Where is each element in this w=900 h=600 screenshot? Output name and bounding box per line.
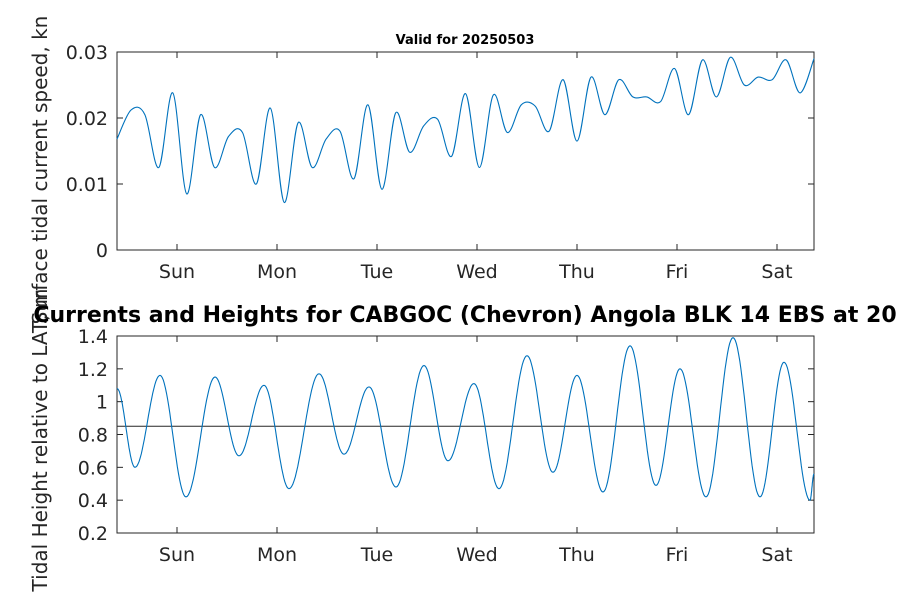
tidal-height-ytick-label: 1.4 [78,326,108,348]
tidal-height-xtick-label: Mon [257,544,297,566]
current-speed-line [116,56,815,204]
current-speed-ytick-label: 0 [96,240,108,262]
tidal-height-xtick-label: Thu [558,544,595,566]
current-speed-xtick-label: Sat [761,261,792,283]
current-speed-panel: Valid for 20250503 0 0.01 0.02 0.03 Sun Mon T… [28,16,815,325]
current-speed-yticks: 0 0.01 0.02 0.03 [66,42,814,262]
tidal-height-yticks: 0.2 0.4 0.6 0.8 1 1.2 1.4 [78,326,814,545]
current-speed-ytick-label: 0.01 [66,174,108,196]
tidal-height-ytick-label: 0.6 [78,457,108,479]
tidal-height-xtick-label: Fri [666,544,689,566]
current-speed-title: Valid for 20250503 [396,33,535,48]
tidal-height-xtick-label: Tue [360,544,393,566]
current-speed-ytick-label: 0.02 [66,108,108,130]
tidal-height-ytick-label: 0.2 [78,523,108,545]
tidal-height-ytick-label: 1.2 [78,359,108,381]
tidal-height-line [116,336,815,501]
tidal-height-xtick-label: Sat [761,544,792,566]
current-speed-axes [116,51,815,251]
tidal-height-ytick-label: 0.4 [78,490,108,512]
tidal-height-xtick-label: Wed [456,544,497,566]
current-speed-xtick-label: Fri [666,261,689,283]
tidal-height-ylabel: Tidal Height relative to LAT, m [28,289,52,593]
current-speed-ytick-label: 0.03 [66,42,108,64]
tidal-height-xtick-label: Sun [159,544,195,566]
current-speed-xtick-label: Thu [558,261,595,283]
current-speed-xticks: Sun Mon Tue Wed Thu Fri Sat [159,52,793,283]
current-speed-xtick-label: Mon [257,261,297,283]
current-speed-xtick-label: Sun [159,261,195,283]
tidal-height-title: Currents and Heights for CABGOC (Chevron… [33,303,896,328]
tidal-height-ytick-label: 0.8 [78,425,108,447]
current-speed-xtick-label: Tue [360,261,393,283]
tidal-height-panel: Currents and Heights for CABGOC (Chevron… [28,289,897,593]
tidal-height-axes [116,335,815,534]
tidal-height-ytick-label: 1 [96,392,108,414]
current-speed-xtick-label: Wed [456,261,497,283]
tidal-height-xticks: Sun Mon Tue Wed Thu Fri Sat [159,336,793,566]
current-speed-ylabel: Surface tidal current speed, kn [28,16,52,325]
